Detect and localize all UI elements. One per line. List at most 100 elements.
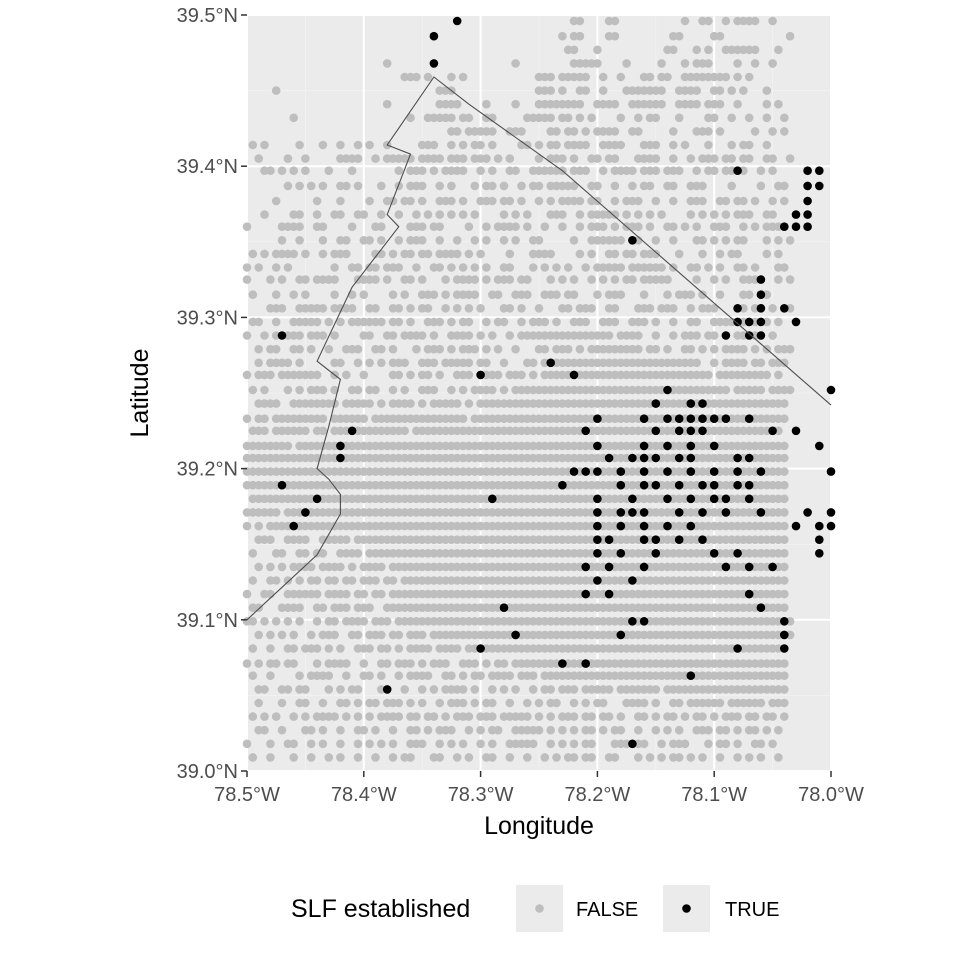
false-point xyxy=(464,331,474,340)
false-point xyxy=(242,414,252,424)
false-point xyxy=(727,521,736,531)
false-point xyxy=(756,562,766,572)
false-point xyxy=(365,304,374,313)
false-point xyxy=(435,467,445,476)
false-point xyxy=(756,426,766,436)
false-point xyxy=(312,370,322,380)
false-point xyxy=(540,617,550,626)
false-point xyxy=(318,562,328,572)
false-point xyxy=(365,494,374,504)
false-point xyxy=(698,562,707,572)
false-point xyxy=(744,753,754,762)
false-point xyxy=(289,467,299,476)
false-point xyxy=(780,508,789,517)
false-point xyxy=(289,249,299,259)
false-point xyxy=(301,249,310,259)
false-point xyxy=(598,236,608,245)
false-point xyxy=(534,712,544,721)
false-point xyxy=(458,140,468,150)
false-point xyxy=(353,140,363,150)
true-point xyxy=(639,453,649,463)
false-point xyxy=(569,31,579,41)
false-point xyxy=(295,181,304,191)
false-point xyxy=(569,441,579,451)
false-point xyxy=(347,494,357,504)
false-point xyxy=(598,603,608,612)
true-point xyxy=(593,535,602,544)
false-point xyxy=(423,562,433,572)
false-point xyxy=(435,725,445,735)
false-point xyxy=(698,72,707,82)
false-point xyxy=(423,576,433,585)
false-point xyxy=(709,275,719,284)
false-point xyxy=(628,589,637,599)
false-point xyxy=(768,16,777,26)
false-point xyxy=(248,249,258,259)
false-point xyxy=(721,739,731,749)
false-point xyxy=(634,210,643,219)
false-point xyxy=(669,659,678,668)
false-point xyxy=(406,414,415,424)
false-point xyxy=(499,210,509,219)
false-point xyxy=(452,127,462,136)
false-point xyxy=(482,508,491,517)
false-point xyxy=(581,494,590,504)
false-point xyxy=(598,453,608,463)
false-point xyxy=(260,426,269,436)
false-point xyxy=(260,685,269,694)
false-point xyxy=(406,72,415,82)
false-point xyxy=(452,508,462,517)
false-point xyxy=(686,358,696,368)
false-point xyxy=(581,725,590,735)
false-point xyxy=(435,441,445,451)
false-point xyxy=(639,659,649,668)
false-point xyxy=(248,441,258,451)
false-point xyxy=(289,166,299,175)
false-point xyxy=(336,685,345,694)
false-point xyxy=(342,698,351,708)
false-point xyxy=(698,467,707,476)
false-point xyxy=(248,644,258,653)
true-point xyxy=(639,480,649,490)
false-point xyxy=(271,659,281,668)
false-point xyxy=(277,603,287,612)
true-point xyxy=(277,480,287,490)
false-point xyxy=(289,290,299,300)
false-point xyxy=(768,154,777,163)
false-point xyxy=(634,222,643,231)
false-point xyxy=(336,589,345,599)
true-point xyxy=(593,508,602,517)
false-point xyxy=(511,59,520,68)
false-point xyxy=(762,370,772,380)
false-point xyxy=(727,617,736,626)
false-point xyxy=(482,753,491,762)
false-point xyxy=(686,535,696,544)
false-point xyxy=(552,399,561,408)
false-point xyxy=(733,725,742,735)
false-point xyxy=(727,576,736,585)
false-point xyxy=(511,236,520,245)
false-point xyxy=(569,480,579,490)
false-point xyxy=(692,317,701,327)
false-point xyxy=(406,331,415,340)
true-point xyxy=(733,467,742,476)
false-point xyxy=(377,480,386,490)
false-point xyxy=(575,99,585,109)
false-point xyxy=(493,562,503,572)
true-point xyxy=(593,441,602,451)
false-point xyxy=(698,617,707,626)
false-point xyxy=(412,712,421,721)
false-point xyxy=(511,127,520,136)
false-point xyxy=(458,72,468,82)
false-point xyxy=(598,127,608,136)
false-point xyxy=(429,331,439,340)
false-point xyxy=(423,304,433,313)
false-point xyxy=(674,166,684,175)
false-point xyxy=(511,426,520,436)
false-point xyxy=(780,113,789,123)
false-point xyxy=(669,671,678,680)
false-point xyxy=(306,753,316,762)
false-point xyxy=(739,344,748,354)
true-point xyxy=(663,414,672,424)
false-point xyxy=(610,16,620,26)
